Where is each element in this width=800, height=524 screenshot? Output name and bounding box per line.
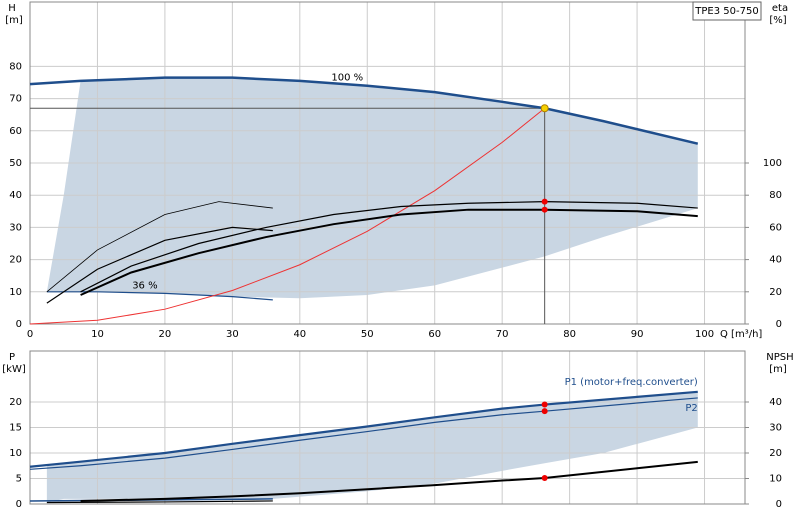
- y-axis-title: P: [9, 352, 15, 363]
- y-tick-label: 0: [16, 319, 22, 330]
- x-axis-title: Q [m³/h]: [720, 329, 762, 340]
- y2-tick-label: 20: [769, 448, 782, 459]
- curve: [46, 201, 273, 293]
- curve: [80, 201, 698, 293]
- curve: [29, 107, 545, 325]
- plot-border: [29, 1, 746, 325]
- curve-label: 100 %: [331, 73, 363, 84]
- x-tick-label: 80: [563, 329, 576, 340]
- y-tick-label: 10: [9, 448, 22, 459]
- y-tick-label: 0: [16, 499, 22, 510]
- x-tick-label: 90: [631, 329, 644, 340]
- y-tick-label: 5: [16, 474, 22, 485]
- curve: [80, 208, 698, 296]
- y-tick-label: 20: [9, 397, 22, 408]
- duty-point: [541, 408, 548, 415]
- y2-tick-label: 40: [769, 397, 782, 408]
- y2-axis-title: NPSH: [766, 352, 793, 363]
- y-axis-unit: [m]: [5, 15, 23, 26]
- curve: [29, 76, 699, 145]
- y2-tick-label: 40: [769, 255, 782, 266]
- y2-axis-unit: [%]: [769, 15, 786, 26]
- y2-axis-unit: [m]: [769, 364, 787, 375]
- x-tick-label: 40: [293, 329, 306, 340]
- x-tick-label: 20: [159, 329, 172, 340]
- plot-border: [29, 350, 746, 505]
- x-tick-label: 70: [496, 329, 509, 340]
- x-tick-label: 50: [361, 329, 374, 340]
- y-tick-label: 70: [9, 94, 22, 105]
- x-tick-label: 60: [428, 329, 441, 340]
- y-tick-label: 30: [9, 222, 22, 233]
- duty-point: [541, 206, 548, 213]
- y-tick-label: 50: [9, 158, 22, 169]
- duty-point: [541, 198, 548, 205]
- curve-label: P2: [685, 403, 697, 414]
- operating-point: [540, 104, 549, 113]
- y2-tick-label: 30: [769, 423, 782, 434]
- title-box: [692, 1, 762, 21]
- y-tick-label: 40: [9, 190, 22, 201]
- y-tick-label: 20: [9, 255, 22, 266]
- y2-tick-label: 0: [776, 499, 782, 510]
- curve: [80, 460, 698, 502]
- curve: [46, 500, 273, 504]
- y2-axis-title: eta: [772, 3, 788, 14]
- x-tick-label: 0: [27, 329, 33, 340]
- curve-label: 36 %: [132, 280, 157, 291]
- curve: [46, 226, 273, 304]
- operating-range: [46, 391, 698, 503]
- curve: [29, 390, 698, 468]
- y2-tick-label: 80: [769, 190, 782, 201]
- y-tick-label: 15: [9, 423, 22, 434]
- y-tick-label: 80: [9, 61, 22, 72]
- x-tick-label: 10: [91, 329, 104, 340]
- chart-title: TPE3 50-750: [694, 6, 758, 17]
- y2-tick-label: 60: [769, 222, 782, 233]
- y-tick-label: 60: [9, 126, 22, 137]
- curve: [29, 397, 698, 470]
- y-tick-label: 10: [9, 287, 22, 298]
- y-axis-unit: [kW]: [2, 364, 26, 375]
- y2-tick-label: 100: [763, 158, 782, 169]
- duty-point: [541, 401, 548, 408]
- duty-point: [541, 474, 548, 481]
- y2-tick-label: 0: [776, 319, 782, 330]
- x-tick-label: 30: [226, 329, 239, 340]
- curve-label: P1 (motor+freq.converter): [565, 377, 698, 388]
- y2-tick-label: 10: [769, 474, 782, 485]
- x-tick-label: 100: [695, 329, 714, 340]
- y-axis-title: H: [8, 3, 16, 14]
- operating-range: [46, 77, 698, 299]
- y2-tick-label: 20: [769, 287, 782, 298]
